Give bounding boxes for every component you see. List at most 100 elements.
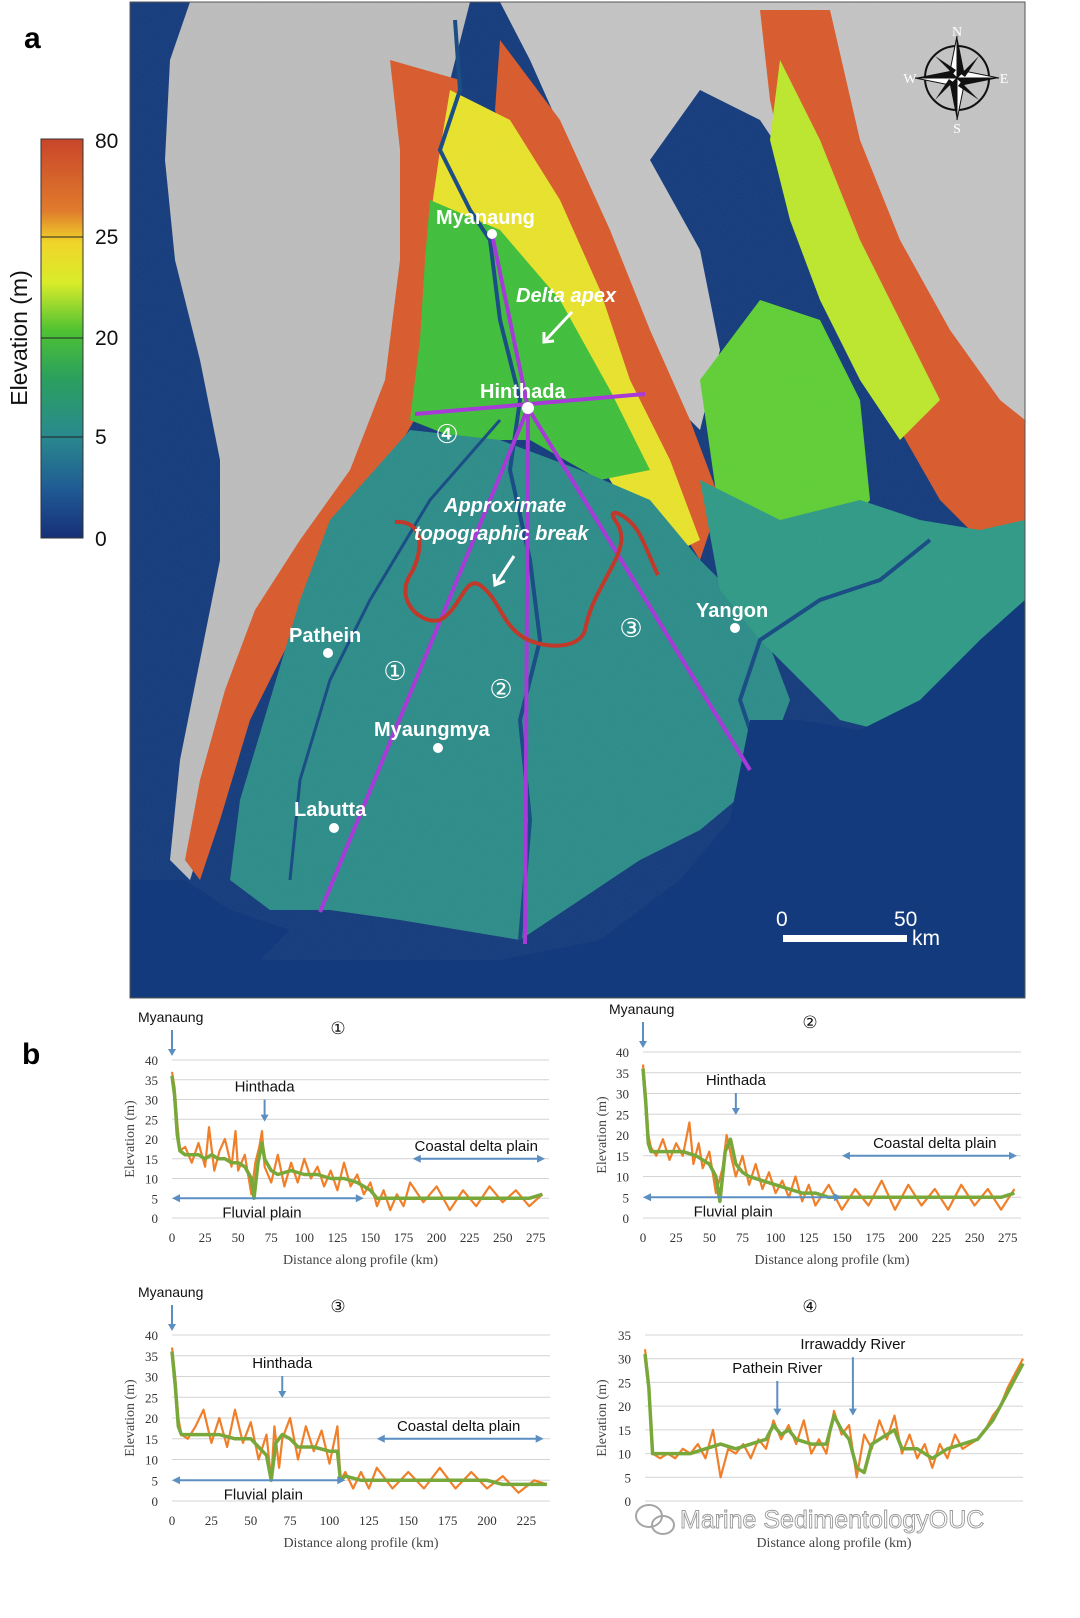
annotation-label: Fluvial plain bbox=[222, 1204, 301, 1221]
range-arrow-head bbox=[355, 1194, 364, 1203]
y-tick-label: 5 bbox=[623, 1190, 630, 1205]
y-tick-label: 5 bbox=[625, 1470, 632, 1485]
yangon-marker bbox=[730, 623, 740, 633]
x-tick-label: 50 bbox=[232, 1230, 245, 1245]
y-tick-label: 15 bbox=[618, 1423, 631, 1438]
x-tick-label: 200 bbox=[477, 1513, 497, 1528]
profile-marker-2: ② bbox=[489, 674, 512, 704]
range-arrow-head bbox=[172, 1476, 180, 1485]
series-line-smoothed bbox=[170, 1075, 543, 1201]
annotation-label: Hinthada bbox=[706, 1072, 767, 1089]
chart-title: ③ bbox=[330, 1297, 345, 1316]
panel-b-label: b bbox=[22, 1038, 40, 1071]
label-labutta: Labutta bbox=[294, 799, 367, 821]
series-line-raw bbox=[170, 1347, 548, 1494]
x-axis-label: Distance along profile (km) bbox=[754, 1253, 909, 1268]
y-tick-label: 0 bbox=[623, 1211, 630, 1226]
annotation-label: Fluvial plain bbox=[694, 1203, 773, 1220]
x-tick-label: 275 bbox=[526, 1230, 546, 1245]
map-labels: Myanaung Hinthada Pathein Myaungmya Labu… bbox=[289, 207, 768, 833]
colorbar-tick-0: 0 bbox=[95, 528, 107, 551]
y-tick-label: 5 bbox=[152, 1473, 159, 1488]
y-tick-label: 30 bbox=[618, 1352, 631, 1367]
colorbar-tick-20: 20 bbox=[95, 327, 118, 350]
profile-marker-4: ④ bbox=[435, 419, 458, 449]
x-tick-label: 150 bbox=[832, 1230, 852, 1245]
profile-chart-3: 0 5 10 15 20 25 30 35 40 0 25 50 75 100 125 150 175 200 22… bbox=[123, 1284, 550, 1551]
label-pathein: Pathein bbox=[289, 625, 361, 647]
y-tick-label: 15 bbox=[145, 1152, 158, 1167]
x-tick-label: 200 bbox=[427, 1230, 447, 1245]
profile-chart-2: 0 5 10 15 20 25 30 35 40 0 25 50 75 100 125 150 175 200 22… bbox=[595, 1001, 1021, 1268]
annotation-arrow-head bbox=[278, 1391, 287, 1399]
range-arrow-head bbox=[337, 1476, 346, 1485]
x-axis-label: Distance along profile (km) bbox=[756, 1536, 911, 1551]
annotation-arrow-head bbox=[260, 1114, 269, 1122]
y-tick-label: 30 bbox=[616, 1087, 629, 1102]
x-tick-label: 250 bbox=[493, 1230, 513, 1245]
x-axis-label: Distance along profile (km) bbox=[283, 1253, 438, 1268]
series-line-smoothed bbox=[170, 1351, 547, 1487]
profile-marker-3: ③ bbox=[619, 613, 642, 643]
compass-w: W bbox=[903, 72, 917, 87]
y-tick-label: 0 bbox=[152, 1211, 159, 1226]
annotation-arrow-head bbox=[731, 1108, 740, 1116]
x-tick-label: 0 bbox=[169, 1513, 176, 1528]
x-tick-label: 0 bbox=[640, 1230, 647, 1245]
y-tick-label: 20 bbox=[145, 1411, 158, 1426]
range-arrow-head bbox=[833, 1193, 842, 1202]
y-tick-label: 25 bbox=[616, 1107, 629, 1122]
x-tick-label: 75 bbox=[284, 1513, 297, 1528]
myanaung-marker bbox=[487, 229, 497, 239]
yangon-river bbox=[737, 538, 932, 761]
y-tick-label: 35 bbox=[616, 1066, 629, 1081]
range-arrow-head bbox=[537, 1154, 546, 1163]
pathein-river bbox=[288, 419, 502, 881]
y-tick-label: 40 bbox=[616, 1045, 629, 1060]
colorbar-title: Elevation (m) bbox=[6, 270, 32, 405]
x-tick-label: 175 bbox=[865, 1230, 885, 1245]
x-tick-label: 25 bbox=[205, 1513, 218, 1528]
x-tick-label: 50 bbox=[244, 1513, 257, 1528]
x-tick-label: 75 bbox=[265, 1230, 278, 1245]
y-tick-label: 30 bbox=[145, 1093, 158, 1108]
y-tick-label: 35 bbox=[618, 1328, 631, 1343]
panel-a-label: a bbox=[24, 22, 41, 55]
y-tick-label: 20 bbox=[145, 1132, 158, 1147]
labutta-marker bbox=[329, 823, 339, 833]
profile-chart-4: 0 5 10 15 20 25 30 35 Distance along profile (km… bbox=[595, 1297, 1025, 1551]
x-tick-label: 25 bbox=[199, 1230, 212, 1245]
profile-line-2 bbox=[523, 407, 530, 945]
y-tick-label: 10 bbox=[145, 1453, 158, 1468]
annotation-arrow-head bbox=[639, 1041, 647, 1048]
x-tick-label: 50 bbox=[703, 1230, 716, 1245]
annotation-arrow-head bbox=[773, 1408, 782, 1416]
y-tick-label: 25 bbox=[618, 1375, 631, 1390]
x-tick-label: 175 bbox=[438, 1513, 458, 1528]
annotation-arrow-head bbox=[168, 1049, 176, 1056]
x-tick-label: 150 bbox=[399, 1513, 419, 1528]
y-tick-label: 5 bbox=[152, 1191, 159, 1206]
range-arrow-head bbox=[841, 1151, 850, 1160]
y-axis-label: Elevation (m) bbox=[123, 1379, 138, 1457]
label-break-line2: topographic break bbox=[414, 523, 589, 545]
profile-markers: ① ② ③ ④ bbox=[383, 419, 642, 704]
y-tick-label: 0 bbox=[625, 1494, 632, 1509]
scale-fifty: 50 bbox=[894, 908, 917, 931]
label-hinthada: Hinthada bbox=[480, 381, 566, 403]
y-tick-label: 25 bbox=[145, 1112, 158, 1127]
watermark-text: Marine SedimentologyOUC bbox=[680, 1506, 984, 1534]
x-tick-label: 200 bbox=[899, 1230, 919, 1245]
annotation-label: Fluvial plain bbox=[224, 1486, 303, 1503]
series-line-smoothed bbox=[641, 1068, 1015, 1204]
myaungmya-marker bbox=[433, 743, 443, 753]
colorbar-tick-25: 25 bbox=[95, 226, 118, 249]
annotation-label: Hinthada bbox=[235, 1079, 296, 1096]
compass-n: N bbox=[952, 25, 962, 40]
x-tick-label: 150 bbox=[361, 1230, 381, 1245]
x-tick-label: 225 bbox=[460, 1230, 480, 1245]
annotation-label: Irrawaddy River bbox=[800, 1336, 905, 1353]
elevation-colorbar: 80 25 20 5 0 Elevation (m) bbox=[6, 130, 118, 551]
